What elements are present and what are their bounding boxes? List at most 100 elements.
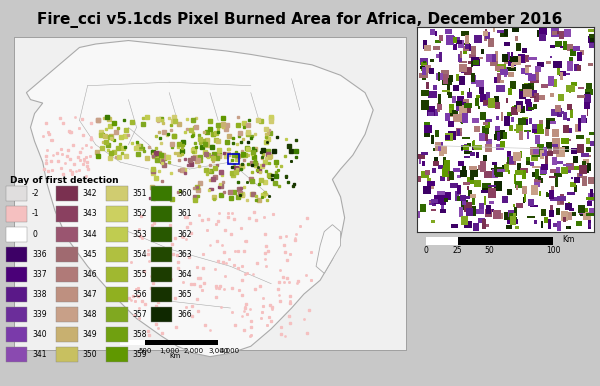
FancyBboxPatch shape — [460, 128, 462, 132]
FancyBboxPatch shape — [557, 221, 562, 231]
FancyBboxPatch shape — [532, 166, 541, 168]
Polygon shape — [316, 225, 341, 273]
FancyBboxPatch shape — [523, 55, 529, 62]
FancyBboxPatch shape — [419, 66, 425, 69]
FancyBboxPatch shape — [548, 219, 551, 229]
FancyBboxPatch shape — [493, 210, 501, 218]
FancyBboxPatch shape — [589, 223, 591, 227]
FancyBboxPatch shape — [578, 205, 584, 213]
FancyBboxPatch shape — [493, 163, 497, 165]
FancyBboxPatch shape — [419, 73, 428, 78]
FancyBboxPatch shape — [589, 43, 596, 47]
FancyBboxPatch shape — [587, 164, 589, 173]
FancyBboxPatch shape — [460, 169, 467, 177]
Text: 50: 50 — [485, 246, 494, 255]
Text: 364: 364 — [177, 270, 192, 279]
FancyBboxPatch shape — [496, 173, 503, 176]
FancyBboxPatch shape — [518, 54, 524, 63]
FancyBboxPatch shape — [526, 157, 530, 164]
FancyBboxPatch shape — [534, 220, 537, 224]
FancyBboxPatch shape — [417, 176, 421, 182]
FancyBboxPatch shape — [485, 208, 493, 217]
FancyBboxPatch shape — [582, 161, 586, 166]
FancyBboxPatch shape — [496, 51, 497, 61]
Text: 345: 345 — [82, 250, 97, 259]
FancyBboxPatch shape — [512, 25, 519, 32]
FancyBboxPatch shape — [583, 159, 589, 164]
FancyBboxPatch shape — [151, 227, 172, 242]
FancyBboxPatch shape — [545, 155, 548, 165]
FancyBboxPatch shape — [483, 155, 487, 161]
FancyBboxPatch shape — [464, 151, 472, 154]
FancyBboxPatch shape — [460, 115, 468, 123]
FancyBboxPatch shape — [586, 138, 590, 144]
Text: 359: 359 — [133, 350, 147, 359]
FancyBboxPatch shape — [428, 112, 434, 116]
FancyBboxPatch shape — [482, 183, 491, 188]
FancyBboxPatch shape — [544, 217, 548, 223]
FancyBboxPatch shape — [421, 100, 428, 110]
FancyBboxPatch shape — [469, 88, 470, 92]
FancyBboxPatch shape — [525, 64, 531, 68]
Polygon shape — [26, 41, 373, 357]
FancyBboxPatch shape — [460, 195, 466, 201]
FancyBboxPatch shape — [431, 168, 436, 173]
FancyBboxPatch shape — [507, 189, 512, 195]
FancyBboxPatch shape — [588, 177, 595, 184]
FancyBboxPatch shape — [541, 208, 547, 217]
FancyBboxPatch shape — [565, 203, 572, 210]
FancyBboxPatch shape — [481, 190, 489, 193]
FancyBboxPatch shape — [510, 159, 517, 165]
FancyBboxPatch shape — [563, 217, 566, 222]
FancyBboxPatch shape — [571, 49, 577, 56]
FancyBboxPatch shape — [151, 287, 172, 302]
FancyBboxPatch shape — [120, 340, 218, 344]
FancyBboxPatch shape — [478, 218, 485, 223]
FancyBboxPatch shape — [551, 108, 557, 116]
FancyBboxPatch shape — [553, 144, 557, 147]
FancyBboxPatch shape — [481, 163, 484, 168]
FancyBboxPatch shape — [436, 54, 439, 58]
FancyBboxPatch shape — [451, 224, 458, 228]
FancyBboxPatch shape — [445, 113, 451, 121]
Text: 352: 352 — [133, 210, 147, 218]
FancyBboxPatch shape — [550, 197, 559, 201]
FancyBboxPatch shape — [531, 185, 538, 195]
FancyBboxPatch shape — [495, 167, 503, 177]
FancyBboxPatch shape — [485, 122, 490, 128]
FancyBboxPatch shape — [457, 74, 458, 81]
FancyBboxPatch shape — [550, 169, 558, 173]
FancyBboxPatch shape — [507, 157, 509, 165]
FancyBboxPatch shape — [548, 76, 554, 86]
FancyBboxPatch shape — [574, 64, 580, 71]
FancyBboxPatch shape — [567, 61, 573, 71]
FancyBboxPatch shape — [463, 182, 470, 185]
FancyBboxPatch shape — [458, 64, 467, 72]
FancyBboxPatch shape — [422, 65, 431, 73]
FancyBboxPatch shape — [566, 163, 574, 170]
FancyBboxPatch shape — [526, 102, 532, 111]
Text: 342: 342 — [82, 190, 97, 198]
FancyBboxPatch shape — [469, 54, 476, 58]
FancyBboxPatch shape — [427, 106, 435, 115]
FancyBboxPatch shape — [534, 182, 541, 187]
FancyBboxPatch shape — [496, 116, 499, 120]
FancyBboxPatch shape — [505, 68, 506, 77]
FancyBboxPatch shape — [508, 61, 516, 66]
FancyBboxPatch shape — [464, 156, 470, 158]
FancyBboxPatch shape — [421, 62, 427, 71]
FancyBboxPatch shape — [530, 147, 539, 154]
FancyBboxPatch shape — [422, 67, 426, 75]
FancyBboxPatch shape — [6, 227, 28, 242]
FancyBboxPatch shape — [517, 203, 523, 208]
FancyBboxPatch shape — [6, 347, 28, 362]
FancyBboxPatch shape — [472, 141, 474, 147]
FancyBboxPatch shape — [578, 118, 587, 123]
FancyBboxPatch shape — [106, 327, 128, 342]
FancyBboxPatch shape — [441, 70, 449, 78]
FancyBboxPatch shape — [500, 80, 504, 83]
FancyBboxPatch shape — [464, 67, 472, 75]
FancyBboxPatch shape — [554, 173, 562, 178]
FancyBboxPatch shape — [475, 180, 481, 187]
FancyBboxPatch shape — [539, 34, 546, 41]
